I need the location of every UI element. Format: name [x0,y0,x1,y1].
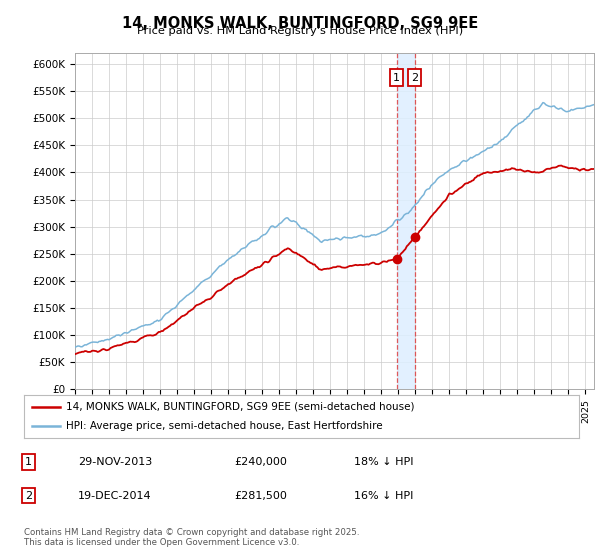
Text: 2: 2 [25,491,32,501]
Text: 29-NOV-2013: 29-NOV-2013 [78,457,152,467]
Bar [397,53,415,389]
Text: 2: 2 [411,73,418,82]
Text: £281,500: £281,500 [234,491,287,501]
Text: Contains HM Land Registry data © Crown copyright and database right 2025.
This d: Contains HM Land Registry data © Crown c… [24,528,359,547]
Text: HPI: Average price, semi-detached house, East Hertfordshire: HPI: Average price, semi-detached house,… [65,422,382,431]
Text: 16% ↓ HPI: 16% ↓ HPI [354,491,413,501]
Text: £240,000: £240,000 [234,457,287,467]
Text: 1: 1 [25,457,32,467]
Text: Price paid vs. HM Land Registry's House Price Index (HPI): Price paid vs. HM Land Registry's House … [137,26,463,36]
Text: 19-DEC-2014: 19-DEC-2014 [78,491,152,501]
Text: 18% ↓ HPI: 18% ↓ HPI [354,457,413,467]
Text: 14, MONKS WALK, BUNTINGFORD, SG9 9EE: 14, MONKS WALK, BUNTINGFORD, SG9 9EE [122,16,478,31]
Text: 1: 1 [393,73,400,82]
Text: 14, MONKS WALK, BUNTINGFORD, SG9 9EE (semi-detached house): 14, MONKS WALK, BUNTINGFORD, SG9 9EE (se… [65,402,414,412]
